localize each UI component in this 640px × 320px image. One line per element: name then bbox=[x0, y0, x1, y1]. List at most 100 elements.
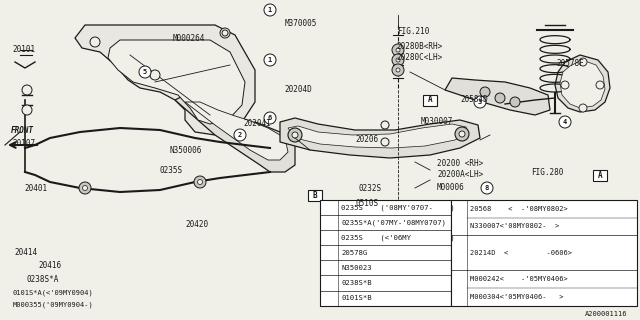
Text: 5: 5 bbox=[457, 285, 461, 291]
Text: 20206: 20206 bbox=[355, 135, 378, 144]
Circle shape bbox=[22, 85, 32, 95]
Text: 20101: 20101 bbox=[13, 45, 36, 54]
Circle shape bbox=[264, 4, 276, 16]
Circle shape bbox=[480, 87, 490, 97]
Text: 20200A<LH>: 20200A<LH> bbox=[437, 170, 483, 179]
Circle shape bbox=[264, 112, 276, 124]
Text: 4: 4 bbox=[327, 250, 331, 256]
Text: 20401: 20401 bbox=[24, 184, 47, 193]
Circle shape bbox=[292, 132, 298, 138]
Text: 0510S: 0510S bbox=[355, 199, 378, 208]
Bar bbox=[451, 200, 637, 306]
Text: 20280C<LH>: 20280C<LH> bbox=[397, 53, 443, 62]
Circle shape bbox=[90, 37, 100, 47]
Polygon shape bbox=[288, 124, 468, 148]
Text: A: A bbox=[428, 95, 432, 105]
Text: M000242<    -'05MY0406>: M000242< -'05MY0406> bbox=[470, 276, 568, 282]
Circle shape bbox=[396, 68, 400, 72]
Circle shape bbox=[198, 180, 202, 185]
Circle shape bbox=[392, 64, 404, 76]
Circle shape bbox=[288, 128, 302, 142]
Text: M370005: M370005 bbox=[285, 20, 317, 28]
Text: 0238S*B: 0238S*B bbox=[341, 280, 372, 286]
Circle shape bbox=[495, 93, 505, 103]
Circle shape bbox=[150, 70, 160, 80]
Circle shape bbox=[453, 247, 465, 259]
Circle shape bbox=[481, 182, 493, 194]
Text: 1: 1 bbox=[268, 7, 272, 13]
Text: N350006: N350006 bbox=[170, 146, 202, 155]
Text: 2: 2 bbox=[238, 132, 242, 138]
Text: FIG.210: FIG.210 bbox=[397, 28, 429, 36]
Text: 0235S*A('07MY-'08MY0707): 0235S*A('07MY-'08MY0707) bbox=[341, 220, 446, 226]
Circle shape bbox=[323, 277, 335, 289]
Text: 6: 6 bbox=[268, 115, 272, 121]
Text: 20578F: 20578F bbox=[557, 60, 584, 68]
Circle shape bbox=[396, 58, 400, 62]
Text: 0235S: 0235S bbox=[160, 166, 183, 175]
Text: 0235S    (<'06MY         ): 0235S (<'06MY ) bbox=[341, 235, 455, 241]
Circle shape bbox=[396, 48, 400, 52]
Circle shape bbox=[220, 28, 230, 38]
Text: 20584D: 20584D bbox=[461, 95, 488, 104]
Text: 0232S: 0232S bbox=[358, 184, 381, 193]
Text: 20280B<RH>: 20280B<RH> bbox=[397, 42, 443, 51]
Polygon shape bbox=[175, 95, 295, 172]
Text: 20416: 20416 bbox=[38, 261, 61, 270]
Circle shape bbox=[234, 129, 246, 141]
Circle shape bbox=[392, 44, 404, 56]
Text: 3: 3 bbox=[327, 265, 331, 271]
Text: N330007<'08MY0802-  >: N330007<'08MY0802- > bbox=[470, 223, 559, 229]
Text: M030007: M030007 bbox=[421, 117, 454, 126]
Text: B: B bbox=[384, 207, 388, 217]
Text: M000304<'05MY0406-   >: M000304<'05MY0406- > bbox=[470, 294, 564, 300]
Text: A200001116: A200001116 bbox=[585, 311, 627, 317]
Text: B: B bbox=[313, 190, 317, 199]
Bar bbox=[320, 200, 451, 306]
Text: 0235S    ('08MY'0707-    ): 0235S ('08MY'0707- ) bbox=[341, 204, 455, 211]
Text: 20578G: 20578G bbox=[341, 250, 367, 256]
Circle shape bbox=[323, 247, 335, 259]
Text: N350023: N350023 bbox=[341, 265, 372, 271]
Circle shape bbox=[579, 104, 587, 112]
Text: 20107: 20107 bbox=[13, 140, 36, 148]
Text: 8: 8 bbox=[327, 220, 331, 226]
Circle shape bbox=[453, 282, 465, 294]
Text: A: A bbox=[598, 171, 602, 180]
Text: FIG.280: FIG.280 bbox=[531, 168, 564, 177]
Text: 7: 7 bbox=[457, 215, 461, 220]
Circle shape bbox=[561, 81, 569, 89]
Polygon shape bbox=[280, 118, 480, 158]
Polygon shape bbox=[445, 78, 550, 115]
Polygon shape bbox=[108, 40, 245, 124]
Circle shape bbox=[83, 186, 88, 190]
Circle shape bbox=[453, 212, 465, 224]
Circle shape bbox=[264, 54, 276, 66]
Circle shape bbox=[323, 292, 335, 304]
Circle shape bbox=[194, 176, 206, 188]
Circle shape bbox=[559, 116, 571, 128]
Circle shape bbox=[455, 127, 469, 141]
Text: 20568    <  -'08MY0802>: 20568 < -'08MY0802> bbox=[470, 206, 568, 212]
Text: 8: 8 bbox=[485, 185, 489, 191]
Polygon shape bbox=[185, 102, 288, 160]
Polygon shape bbox=[560, 60, 605, 108]
Circle shape bbox=[596, 81, 604, 89]
Bar bbox=[308, 189, 322, 201]
Bar bbox=[423, 94, 437, 106]
Text: M000355('09MY0904-): M000355('09MY0904-) bbox=[13, 301, 93, 308]
Text: 1: 1 bbox=[268, 57, 272, 63]
Text: 20200 <RH>: 20200 <RH> bbox=[437, 159, 483, 168]
Circle shape bbox=[474, 96, 486, 108]
Bar bbox=[379, 206, 393, 218]
Text: 20214D  <         -0606>: 20214D < -0606> bbox=[470, 250, 572, 256]
Text: 20420: 20420 bbox=[186, 220, 209, 229]
Circle shape bbox=[22, 105, 32, 115]
Circle shape bbox=[79, 182, 91, 194]
Text: 0101S*B: 0101S*B bbox=[341, 295, 372, 301]
Text: 4: 4 bbox=[563, 119, 567, 125]
Text: 5: 5 bbox=[143, 69, 147, 75]
Text: M00006: M00006 bbox=[437, 183, 465, 192]
Circle shape bbox=[139, 66, 151, 78]
Text: 20414: 20414 bbox=[14, 248, 37, 257]
